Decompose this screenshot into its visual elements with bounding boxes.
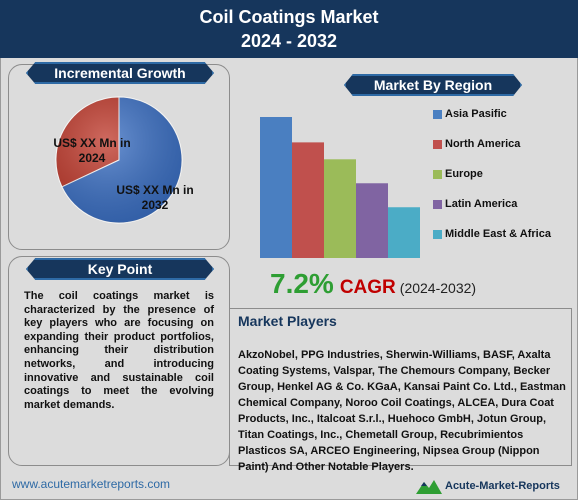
cagr-percent: 7.2% (270, 268, 334, 299)
incremental-growth-ribbon: Incremental Growth (26, 62, 214, 84)
footer-url-link[interactable]: www.acutemarketreports.com (12, 477, 171, 491)
bar-europe (324, 159, 356, 258)
legend-item: North America (433, 137, 520, 151)
legend-swatch (433, 199, 442, 209)
market-players-text: AkzoNobel, PPG Industries, Sherwin-Willi… (238, 349, 566, 473)
footer-logo: Acute-Market-Reports (416, 476, 560, 496)
key-point-title: Key Point (87, 261, 153, 277)
legend-label: Asia Pasific (445, 108, 507, 120)
legend-swatch (433, 169, 442, 179)
key-point-ribbon: Key Point (26, 258, 214, 280)
legend-label: Middle East & Africa (445, 228, 551, 240)
legend-label: Europe (445, 168, 483, 180)
region-ribbon: Market By Region (344, 74, 522, 96)
bar-middle-east-africa (388, 207, 420, 258)
pie-label-2032: US$ XX Mn in 2032 (116, 183, 194, 212)
cagr-callout: 7.2% CAGR (2024-2032) (270, 268, 560, 300)
legend-label: North America (445, 138, 521, 150)
legend-item: Middle East & Africa (433, 227, 551, 241)
bar-north-america (292, 142, 324, 258)
bar-latin-america (356, 183, 388, 258)
header-bar: Coil Coatings Market 2024 - 2032 (0, 0, 578, 58)
legend-label: Latin America (445, 198, 518, 210)
market-players-panel (229, 308, 572, 466)
page-title: Coil Coatings Market (199, 7, 379, 27)
legend-item: Asia Pasific (433, 107, 507, 121)
legend-item: Latin America (433, 197, 517, 211)
pie-label-2024: US$ XX Mn in 2024 (53, 136, 131, 165)
page-period: 2024 - 2032 (240, 31, 338, 51)
cagr-years: (2024-2032) (399, 280, 477, 296)
legend-swatch (433, 139, 442, 149)
legend-swatch (433, 229, 442, 239)
legend-item: Europe (433, 167, 483, 181)
logo-mountain-icon (416, 480, 442, 494)
market-players-title: Market Players (238, 313, 337, 329)
region-title: Market By Region (373, 77, 493, 93)
footer-logo-text: Acute-Market-Reports (445, 480, 560, 492)
cagr-word: CAGR (339, 277, 396, 298)
bar-asia-pasific (260, 117, 292, 258)
incremental-growth-title: Incremental Growth (54, 65, 186, 81)
legend-swatch (433, 109, 442, 119)
pie-shading (56, 97, 182, 223)
key-point-text: The coil coatings market is characterize… (24, 290, 214, 411)
